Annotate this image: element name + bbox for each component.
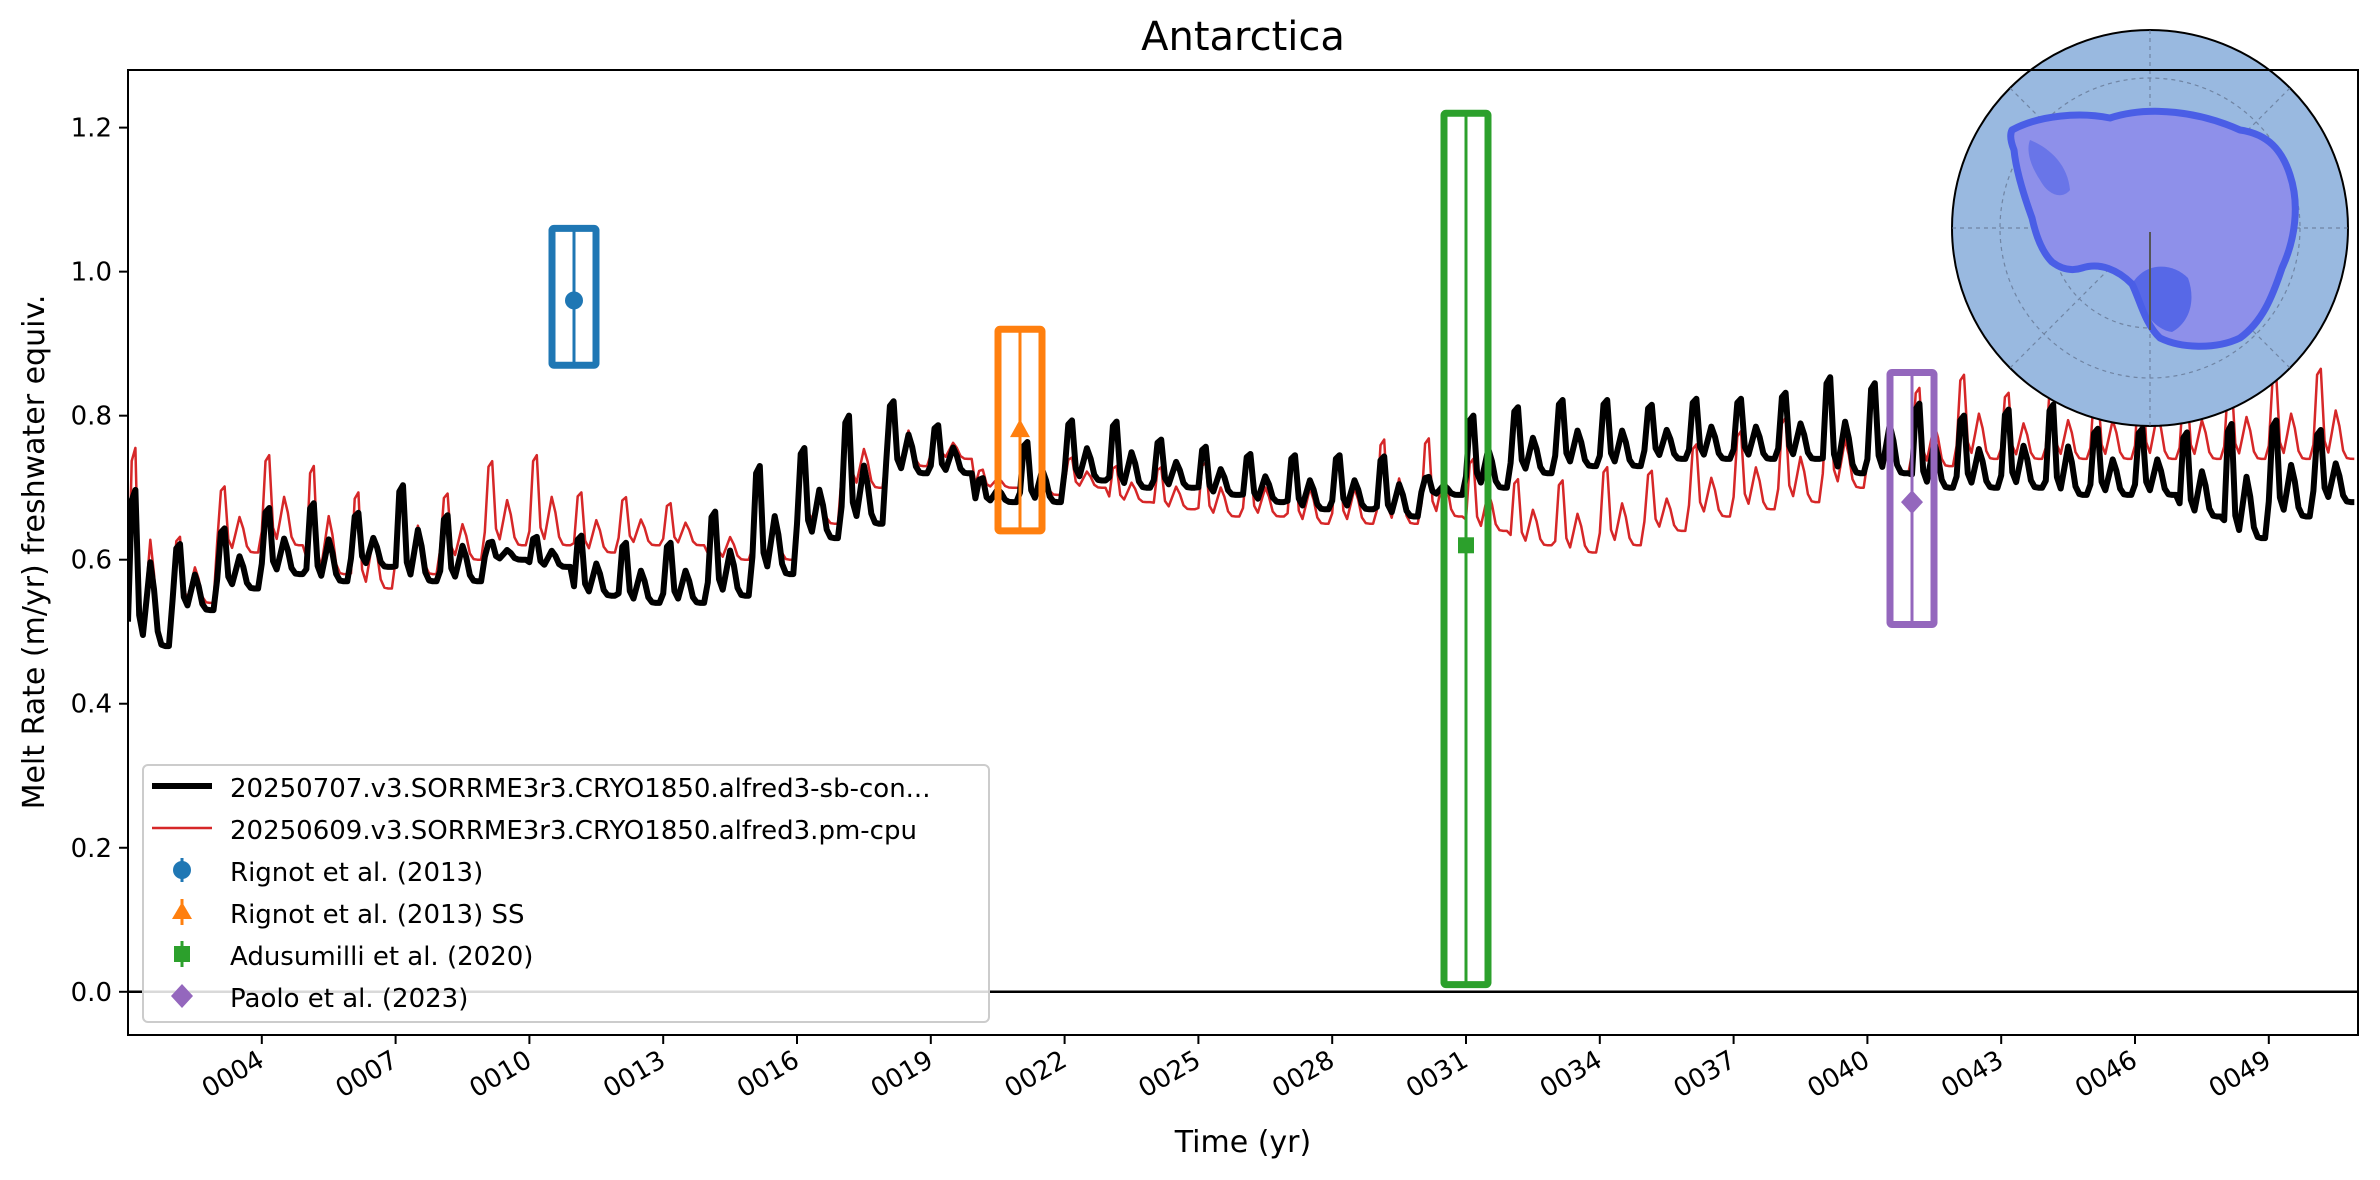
x-tick-label: 0028 [1267, 1045, 1339, 1104]
x-axis-label: Time (yr) [1174, 1125, 1311, 1160]
legend-label-obs-4: Paolo et al. (2023) [230, 984, 468, 1014]
antarctica-inset-map [1951, 29, 2349, 427]
y-tick-label: 0.8 [71, 402, 112, 432]
x-tick-label: 0010 [465, 1045, 537, 1104]
series-line-1 [128, 374, 2355, 650]
antarctica-ice-shelf-weddell [2132, 266, 2192, 332]
y-tick-label: 0.4 [71, 690, 112, 720]
legend-entry-obs-2: Rignot et al. (2013) SS [172, 899, 525, 930]
x-tick-label: 0016 [732, 1045, 804, 1104]
x-tick-label: 0040 [1803, 1045, 1875, 1104]
x-tick-label: 0037 [1669, 1045, 1741, 1104]
x-tick-label: 0043 [1936, 1045, 2008, 1104]
y-tick-label: 0.6 [71, 546, 112, 576]
legend-marker-square [174, 946, 190, 962]
antarctica-ice-shelf-ross [2028, 140, 2070, 196]
antarctica-landmass [2007, 107, 2299, 350]
x-tick-label: 0034 [1535, 1045, 1607, 1104]
legend-entry-series-2: 20250609.v3.SORRME3r3.CRYO1850.alfred3.p… [152, 816, 917, 846]
legend-label-obs-3: Adusumilli et al. (2020) [230, 942, 533, 972]
legend-label-series-2: 20250609.v3.SORRME3r3.CRYO1850.alfred3.p… [230, 816, 917, 846]
y-tick-label: 0.0 [71, 978, 112, 1008]
obs-marker-2 [1010, 419, 1030, 438]
y-tick-label: 1.2 [71, 114, 112, 144]
legend-marker-circle [173, 861, 191, 879]
obs-marker-3 [1458, 537, 1474, 554]
x-tick-label: 0046 [2070, 1045, 2142, 1104]
x-tick-label: 0013 [598, 1045, 670, 1104]
y-axis: 0.0 0.2 0.4 0.6 0.8 1.0 1.2 [71, 114, 128, 1008]
y-tick-label: 1.0 [71, 258, 112, 288]
y-axis-label: Melt Rate (m/yr) freshwater equiv. [17, 295, 52, 810]
x-axis: 0004 0007 0010 0013 0016 0019 0022 0025 0028 0031… [197, 1035, 2276, 1104]
series-layer [128, 367, 2355, 650]
x-tick-label: 0031 [1401, 1045, 1473, 1104]
series-line-2 [128, 367, 2355, 648]
x-tick-label: 0007 [331, 1045, 403, 1104]
legend-label-obs-1: Rignot et al. (2013) [230, 858, 483, 888]
obs-marker-4 [1901, 490, 1923, 515]
observations-layer [548, 109, 1938, 989]
legend-entry-obs-3: Adusumilli et al. (2020) [174, 941, 533, 972]
legend-label-series-1: 20250707.v3.SORRME3r3.CRYO1850.alfred3-s… [230, 774, 930, 804]
y-tick-label: 0.2 [71, 834, 112, 864]
x-tick-label: 0004 [197, 1045, 269, 1104]
plot-area [128, 109, 2358, 994]
x-tick-label: 0049 [2204, 1045, 2276, 1104]
legend-entry-series-1: 20250707.v3.SORRME3r3.CRYO1850.alfred3-s… [152, 774, 930, 804]
legend-marker-triangle [172, 902, 192, 919]
plot-frame [127, 69, 2359, 1036]
x-tick-label: 0019 [866, 1045, 938, 1104]
legend: 20250707.v3.SORRME3r3.CRYO1850.alfred3-s… [142, 764, 990, 1023]
x-tick-label: 0025 [1134, 1045, 1206, 1104]
x-tick-label: 0022 [1000, 1045, 1072, 1104]
legend-entry-obs-1: Rignot et al. (2013) [173, 858, 483, 888]
obs-marker-1 [565, 291, 583, 310]
legend-marker-diamond [171, 984, 193, 1008]
legend-entry-obs-4: Paolo et al. (2023) [171, 984, 468, 1014]
legend-label-obs-2: Rignot et al. (2013) SS [230, 900, 525, 930]
chart-title: Antarctica [1141, 14, 1345, 60]
legend-box [142, 764, 990, 1023]
